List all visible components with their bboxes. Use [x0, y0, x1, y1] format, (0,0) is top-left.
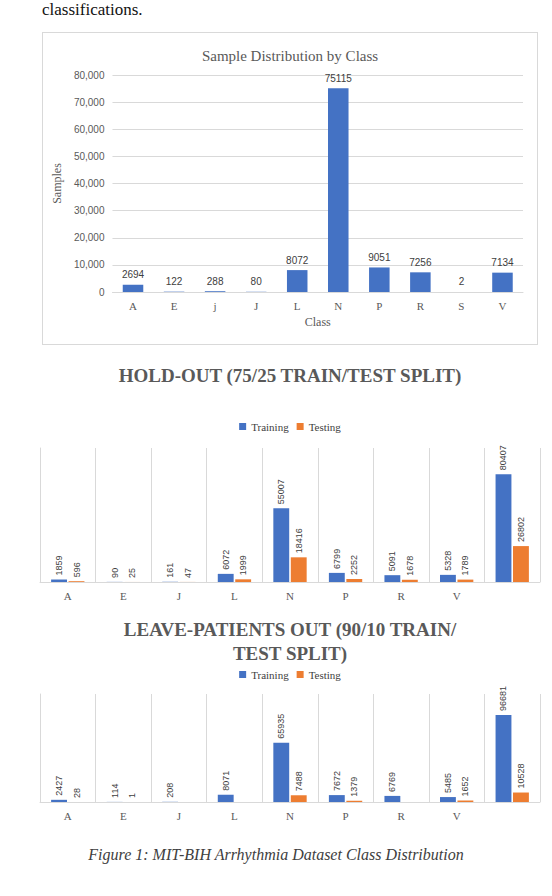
svg-text:28: 28 — [72, 788, 82, 798]
svg-text:J: J — [177, 590, 182, 602]
svg-text:Samples: Samples — [50, 163, 64, 204]
svg-text:6769: 6769 — [387, 772, 397, 792]
svg-text:j: j — [213, 300, 217, 312]
svg-text:L: L — [231, 810, 238, 822]
svg-text:80407: 80407 — [498, 445, 508, 470]
svg-text:HOLD-OUT (75/25 TRAIN/TEST SPL: HOLD-OUT (75/25 TRAIN/TEST SPLIT) — [119, 365, 462, 387]
svg-text:7488: 7488 — [294, 771, 304, 791]
svg-text:40,000: 40,000 — [74, 178, 105, 189]
svg-text:E: E — [171, 300, 178, 312]
svg-text:E: E — [120, 810, 127, 822]
svg-text:20,000: 20,000 — [74, 232, 105, 243]
svg-text:6072: 6072 — [221, 550, 231, 570]
svg-text:208: 208 — [165, 783, 175, 798]
svg-text:7256: 7256 — [409, 257, 432, 268]
svg-text:30,000: 30,000 — [74, 205, 105, 216]
svg-text:V: V — [453, 590, 461, 602]
svg-text:2427: 2427 — [54, 776, 64, 796]
svg-text:LEAVE-PATIENTS OUT (90/10 TRAI: LEAVE-PATIENTS OUT (90/10 TRAIN/ — [124, 619, 457, 641]
svg-text:7134: 7134 — [491, 257, 514, 268]
svg-text:161: 161 — [165, 563, 175, 578]
svg-text:60,000: 60,000 — [74, 124, 105, 135]
svg-text:25: 25 — [127, 568, 137, 578]
svg-text:75115: 75115 — [325, 73, 353, 84]
svg-text:8071: 8071 — [221, 771, 231, 791]
svg-text:1789: 1789 — [460, 556, 470, 576]
html-text:Figure 1: MIT-BIH Arrhythmia D: Figure 1: MIT-BIH Arrhythmia Dataset Cla… — [88, 846, 464, 863]
svg-text:50,000: 50,000 — [74, 151, 105, 162]
svg-text:A: A — [129, 300, 137, 312]
svg-text:A: A — [64, 590, 72, 602]
svg-text:1652: 1652 — [460, 776, 470, 796]
svg-text:10528: 10528 — [516, 763, 526, 788]
svg-text:Training: Training — [251, 669, 289, 681]
svg-text:Sample Distribution by Class: Sample Distribution by Class — [202, 48, 378, 64]
svg-text:80: 80 — [251, 276, 263, 287]
svg-text:47: 47 — [183, 568, 193, 578]
svg-text:R: R — [397, 810, 405, 822]
svg-text:7672: 7672 — [332, 771, 342, 791]
svg-text:596: 596 — [72, 562, 82, 577]
svg-text:8072: 8072 — [286, 255, 309, 266]
svg-text:9051: 9051 — [368, 252, 391, 263]
svg-text:1999: 1999 — [238, 555, 248, 575]
svg-text:Class: Class — [305, 315, 331, 329]
svg-text:5485: 5485 — [443, 773, 453, 793]
svg-text:6799: 6799 — [332, 549, 342, 569]
svg-text:1859: 1859 — [54, 555, 64, 575]
svg-text:70,000: 70,000 — [74, 97, 105, 108]
html-text:classifications.: classifications. — [42, 0, 143, 19]
svg-text:P: P — [342, 590, 348, 602]
svg-text:114: 114 — [110, 784, 120, 798]
svg-text:A: A — [64, 810, 72, 822]
svg-text:18416: 18416 — [294, 528, 304, 553]
svg-text:J: J — [254, 300, 259, 312]
svg-text:N: N — [286, 590, 294, 602]
svg-text:P: P — [376, 300, 382, 312]
svg-text:0: 0 — [99, 287, 105, 298]
svg-text:Testing: Testing — [309, 669, 342, 681]
svg-text:P: P — [342, 810, 348, 822]
svg-text:5091: 5091 — [387, 551, 397, 571]
svg-text:65935: 65935 — [276, 714, 286, 739]
svg-text:N: N — [286, 810, 294, 822]
svg-text:R: R — [397, 590, 405, 602]
svg-text:96681: 96681 — [498, 686, 508, 711]
svg-text:V: V — [498, 300, 506, 312]
svg-text:2: 2 — [459, 276, 465, 287]
svg-text:2694: 2694 — [122, 269, 145, 280]
svg-text:R: R — [417, 300, 425, 312]
svg-text:1678: 1678 — [405, 556, 415, 576]
svg-text:S: S — [458, 300, 464, 312]
svg-text:Training: Training — [251, 421, 289, 433]
svg-text:90: 90 — [110, 568, 120, 578]
svg-text:26802: 26802 — [516, 517, 526, 542]
svg-text:5328: 5328 — [443, 551, 453, 571]
svg-text:80,000: 80,000 — [74, 70, 105, 81]
svg-text:55007: 55007 — [276, 479, 286, 504]
svg-text:2252: 2252 — [349, 555, 359, 575]
svg-text:10,000: 10,000 — [74, 259, 105, 270]
svg-text:122: 122 — [166, 276, 183, 287]
svg-text:N: N — [334, 300, 342, 312]
svg-text:1379: 1379 — [349, 777, 359, 797]
svg-text:TEST SPLIT): TEST SPLIT) — [233, 643, 347, 665]
svg-text:J: J — [177, 810, 182, 822]
svg-text:E: E — [120, 590, 127, 602]
svg-text:1: 1 — [127, 793, 137, 798]
svg-text:Testing: Testing — [309, 421, 342, 433]
svg-text:L: L — [294, 300, 301, 312]
svg-text:288: 288 — [207, 276, 224, 287]
svg-text:V: V — [453, 810, 461, 822]
svg-text:L: L — [231, 590, 238, 602]
